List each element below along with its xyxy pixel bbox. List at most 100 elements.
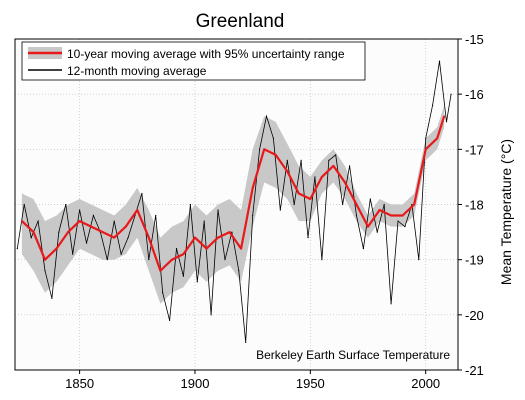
smooth-point: [251, 187, 254, 189]
monthly-point: [252, 214, 254, 217]
smooth-point: [205, 247, 208, 250]
smooth-point: [367, 225, 369, 228]
monthly-point: [182, 275, 185, 277]
smooth-point: [44, 258, 46, 261]
monthly-point: [203, 220, 205, 222]
monthly-point: [411, 203, 413, 206]
monthly-point: [37, 220, 39, 222]
monthly-point: [238, 270, 240, 272]
monthly-point: [328, 159, 330, 161]
smooth-point: [194, 236, 196, 239]
monthly-point: [16, 248, 18, 250]
monthly-point: [141, 192, 143, 195]
smooth-point: [413, 203, 416, 206]
smooth-point: [113, 236, 116, 239]
monthly-point: [348, 165, 351, 167]
smooth-point: [240, 247, 243, 250]
chart-title: Greenland: [196, 11, 285, 32]
smooth-point: [90, 225, 93, 228]
smooth-point: [136, 209, 139, 211]
smooth-point: [309, 198, 312, 200]
series-smooth-line: [21, 115, 446, 272]
monthly-point: [397, 220, 399, 222]
monthly-point: [175, 248, 178, 250]
smooth-point: [286, 170, 289, 173]
legend: 10-year moving average with 95% uncertai…: [21, 41, 366, 81]
monthly-point: [127, 237, 129, 239]
monthly-point: [362, 248, 365, 250]
monthly-point: [23, 203, 25, 206]
monthly-point: [369, 198, 371, 200]
monthly-point: [148, 259, 150, 261]
monthly-point: [418, 259, 420, 261]
y-tick-label: -16: [465, 87, 484, 102]
monthly-point: [383, 203, 385, 206]
smooth-point: [332, 164, 335, 167]
monthly-point: [286, 159, 288, 161]
x-tick-label: 1900: [181, 376, 210, 391]
y-tick-label: -21: [465, 363, 484, 378]
monthly-point: [224, 259, 226, 261]
monthly-point: [155, 214, 157, 217]
x-tick-label: 1850: [65, 376, 94, 391]
smooth-point: [21, 220, 23, 222]
monthly-point: [300, 159, 302, 161]
source-annotation: Berkeley Earth Surface Temperature: [256, 348, 450, 362]
monthly-point: [307, 237, 309, 239]
monthly-point: [106, 259, 108, 261]
x-tick-label: 1950: [296, 376, 325, 391]
monthly-point: [44, 270, 46, 272]
monthly-point: [432, 104, 434, 106]
monthly-point: [376, 231, 378, 233]
monthly-point: [314, 176, 316, 178]
monthly-series: [16, 60, 452, 344]
monthly-point: [72, 253, 74, 255]
smooth-point: [378, 209, 381, 211]
smooth-point: [297, 192, 300, 195]
monthly-point: [355, 214, 358, 217]
monthly-point: [321, 259, 323, 261]
smooth-point: [217, 236, 219, 239]
monthly-point: [272, 137, 275, 139]
monthly-point: [445, 121, 448, 123]
smooth-point: [424, 148, 427, 151]
monthly-point: [65, 203, 67, 206]
monthly-point: [51, 297, 53, 299]
monthly-point: [30, 237, 32, 239]
y-tick-label: -15: [465, 32, 484, 47]
smooth-point: [159, 269, 162, 272]
monthly-point: [293, 203, 295, 206]
series-monthly-line: [16, 61, 452, 343]
monthly-point: [120, 253, 122, 255]
monthly-point: [231, 231, 233, 233]
monthly-point: [335, 154, 337, 156]
smooth-point: [55, 247, 58, 250]
smooth-point: [355, 203, 358, 206]
monthly-point: [217, 209, 219, 211]
y-tick-label: -19: [465, 253, 484, 268]
monthly-point: [404, 225, 406, 228]
monthly-point: [342, 203, 344, 206]
monthly-point: [425, 137, 427, 139]
y-tick-label: -18: [465, 198, 484, 213]
monthly-point: [189, 203, 191, 206]
smooth-point: [32, 231, 35, 233]
monthly-point: [79, 209, 81, 211]
monthly-point: [210, 314, 212, 316]
monthly-point: [265, 115, 268, 117]
monthly-point: [92, 214, 95, 217]
monthly-point: [85, 242, 88, 244]
x-axis: 1850 1900 1950 2000: [65, 370, 440, 391]
smooth-point: [344, 181, 346, 184]
smooth-point: [443, 115, 446, 118]
smooth-point: [436, 137, 439, 140]
monthly-point: [245, 341, 247, 344]
monthly-point: [438, 60, 441, 62]
legend-box: [21, 41, 366, 81]
monthly-point: [450, 93, 452, 95]
smooth-point: [182, 253, 185, 256]
monthly-point: [390, 303, 392, 305]
monthly-point: [279, 209, 281, 211]
smooth-point: [228, 231, 231, 233]
